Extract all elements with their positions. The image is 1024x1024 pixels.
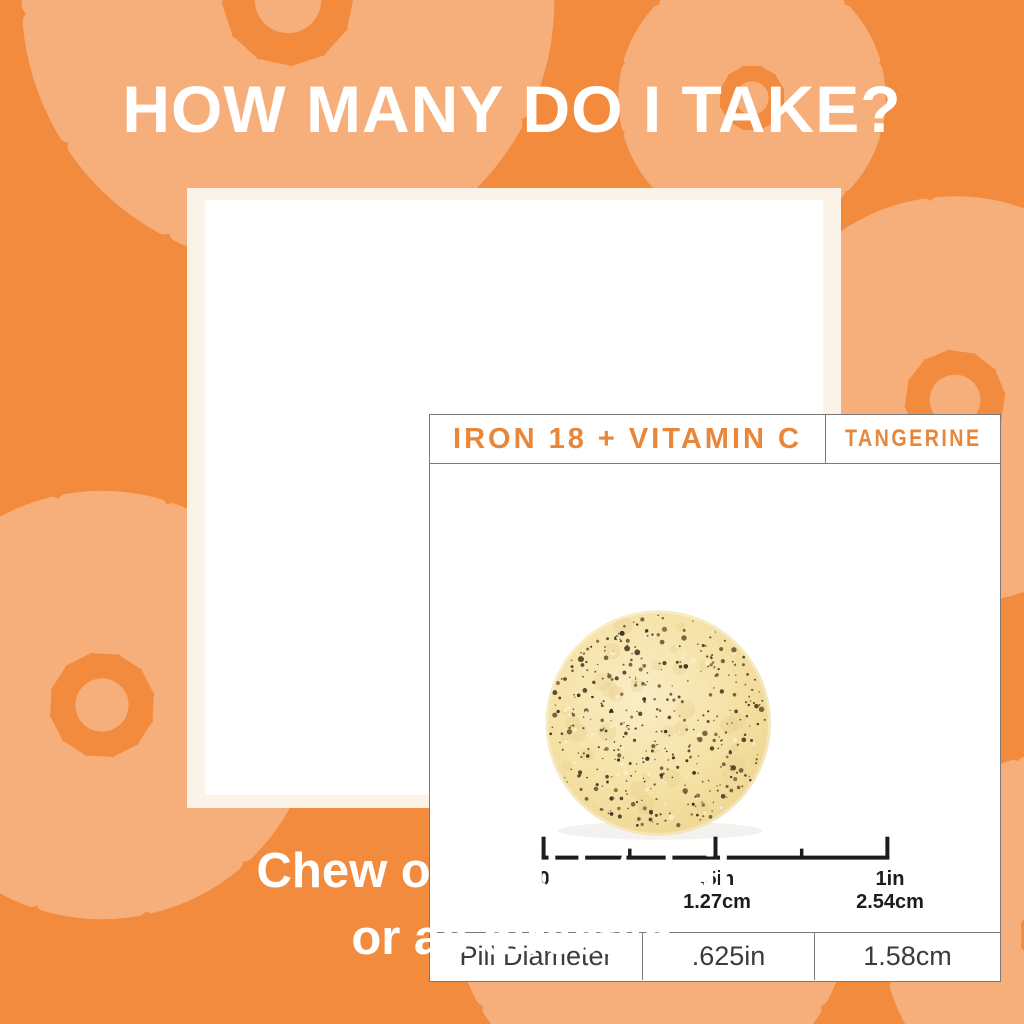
ruler-label-half-inch: .5in 1.27cm bbox=[683, 868, 751, 913]
pill-size-table: IRON 18 + VITAMIN C TANGERINE bbox=[429, 414, 1001, 982]
pill-scale-area: 0 .5in 1.27cm 1in 2.54cm bbox=[430, 464, 1000, 932]
dosage-instructions: Chew one tablet daily, or as directed bbox=[0, 838, 1024, 972]
ruler bbox=[541, 836, 890, 860]
tablet-and-ruler-graphic bbox=[541, 610, 890, 860]
pill-diameter-inches: .625in bbox=[643, 933, 815, 980]
ruler-label-zero: 0 bbox=[538, 868, 550, 890]
dosage-card: IRON 18 + VITAMIN C TANGERINE bbox=[187, 188, 1001, 982]
ruler-label-one-inch: 1in 2.54cm bbox=[856, 868, 924, 913]
dosage-line-1: Chew one tablet daily, bbox=[256, 844, 768, 898]
dosage-line-2: or as directed bbox=[351, 911, 673, 965]
table-header-row: IRON 18 + VITAMIN C TANGERINE bbox=[430, 415, 1000, 464]
pill-diameter-label: Pill Diameter bbox=[430, 933, 643, 980]
tablet-image bbox=[545, 610, 771, 840]
product-name: IRON 18 + VITAMIN C bbox=[430, 415, 826, 463]
pill-diameter-row: Pill Diameter .625in 1.58cm bbox=[430, 932, 1000, 980]
card-panel: IRON 18 + VITAMIN C TANGERINE bbox=[205, 200, 1001, 982]
page-title: HOW MANY DO I TAKE? bbox=[122, 72, 902, 146]
flavor-name: TANGERINE bbox=[844, 425, 982, 452]
pill-diameter-cm: 1.58cm bbox=[863, 941, 952, 971]
